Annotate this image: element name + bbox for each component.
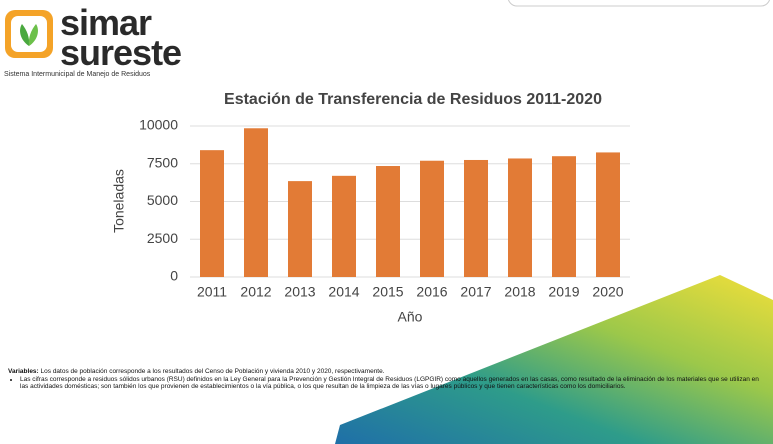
bar (464, 159, 488, 277)
logo-text: sureste (60, 32, 182, 73)
x-axis-label: Año (398, 309, 423, 325)
logo-leaf (28, 24, 38, 46)
tagline: Sistema Intermunicipal de Manejo de Resi… (4, 71, 151, 78)
chart-title: Estación de Transferencia de Residuos 20… (224, 91, 602, 108)
bar (200, 150, 224, 277)
bar (552, 156, 576, 277)
search-box[interactable] (507, 0, 771, 7)
notes-text: Los datos de población corresponde a los… (40, 368, 385, 375)
logo-text: simar (60, 2, 152, 43)
bar (288, 181, 312, 277)
y-tick-label: 5000 (147, 192, 178, 208)
bar (376, 166, 400, 277)
bar (420, 160, 444, 277)
bar (244, 128, 268, 277)
x-tick-label: 2012 (240, 284, 271, 300)
x-tick-label: 2015 (372, 284, 403, 300)
y-tick-label: 7500 (147, 154, 178, 170)
decoration (335, 275, 773, 444)
y-tick-label: 2500 (147, 230, 178, 246)
x-tick-label: 2016 (416, 284, 447, 300)
bar (332, 175, 356, 277)
notes-list: Las cifras corresponde a residuos sólido… (8, 376, 768, 391)
x-tick-label: 2011 (197, 284, 227, 300)
y-tick-label: 10000 (139, 117, 178, 133)
x-tick-label: 2019 (548, 284, 579, 300)
bar (596, 152, 620, 277)
notes-bullet: Las cifras corresponde a residuos sólido… (20, 376, 768, 391)
notes-label: Variables: (8, 368, 39, 375)
bar (508, 158, 532, 277)
logo-leaf (20, 24, 30, 46)
logo-icon-inner (11, 16, 47, 52)
x-tick-label: 2017 (460, 284, 491, 300)
y-tick-label: 0 (170, 268, 178, 284)
x-tick-label: 2020 (592, 284, 623, 300)
x-tick-label: 2013 (284, 284, 315, 300)
x-tick-label: 2014 (328, 284, 359, 300)
x-tick-label: 2018 (504, 284, 535, 300)
y-axis-label: Toneladas (111, 169, 127, 233)
notes: Variables: Los datos de población corres… (8, 368, 768, 391)
